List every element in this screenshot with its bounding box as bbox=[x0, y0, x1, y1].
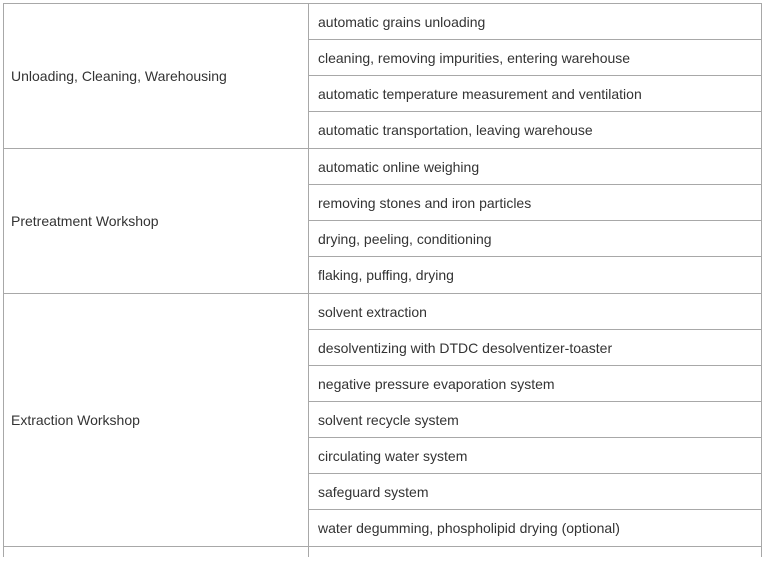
table-group-pretreatment: Pretreatment Workshop automatic online w… bbox=[4, 149, 762, 294]
table-cell: circulating water system bbox=[309, 438, 762, 474]
process-table: Unloading, Cleaning, Warehousing automat… bbox=[3, 3, 762, 557]
table-group-unloading: Unloading, Cleaning, Warehousing automat… bbox=[4, 4, 762, 149]
continuation-cell bbox=[309, 547, 762, 557]
table-continuation bbox=[4, 547, 762, 557]
table-cell: negative pressure evaporation system bbox=[309, 366, 762, 402]
group-items: automatic online weighing removing stone… bbox=[309, 149, 762, 293]
table-cell: removing stones and iron particles bbox=[309, 185, 762, 221]
continuation-cell bbox=[4, 547, 309, 557]
table-cell: flaking, puffing, drying bbox=[309, 257, 762, 293]
table-cell: solvent extraction bbox=[309, 294, 762, 330]
table-cell: desolventizing with DTDC desolventizer-t… bbox=[309, 330, 762, 366]
table-cell: automatic grains unloading bbox=[309, 4, 762, 40]
group-items: solvent extraction desolventizing with D… bbox=[309, 294, 762, 546]
table-cell: automatic transportation, leaving wareho… bbox=[309, 112, 762, 148]
group-label: Extraction Workshop bbox=[4, 294, 309, 546]
table-cell: cleaning, removing impurities, entering … bbox=[309, 40, 762, 76]
group-label: Pretreatment Workshop bbox=[4, 149, 309, 293]
group-items: automatic grains unloading cleaning, rem… bbox=[309, 4, 762, 148]
table-cell: automatic temperature measurement and ve… bbox=[309, 76, 762, 112]
group-label: Unloading, Cleaning, Warehousing bbox=[4, 4, 309, 148]
table-cell: solvent recycle system bbox=[309, 402, 762, 438]
table-cell: automatic online weighing bbox=[309, 149, 762, 185]
table-cell: safeguard system bbox=[309, 474, 762, 510]
table-cell: drying, peeling, conditioning bbox=[309, 221, 762, 257]
table-group-extraction: Extraction Workshop solvent extraction d… bbox=[4, 294, 762, 547]
table-cell: water degumming, phospholipid drying (op… bbox=[309, 510, 762, 546]
